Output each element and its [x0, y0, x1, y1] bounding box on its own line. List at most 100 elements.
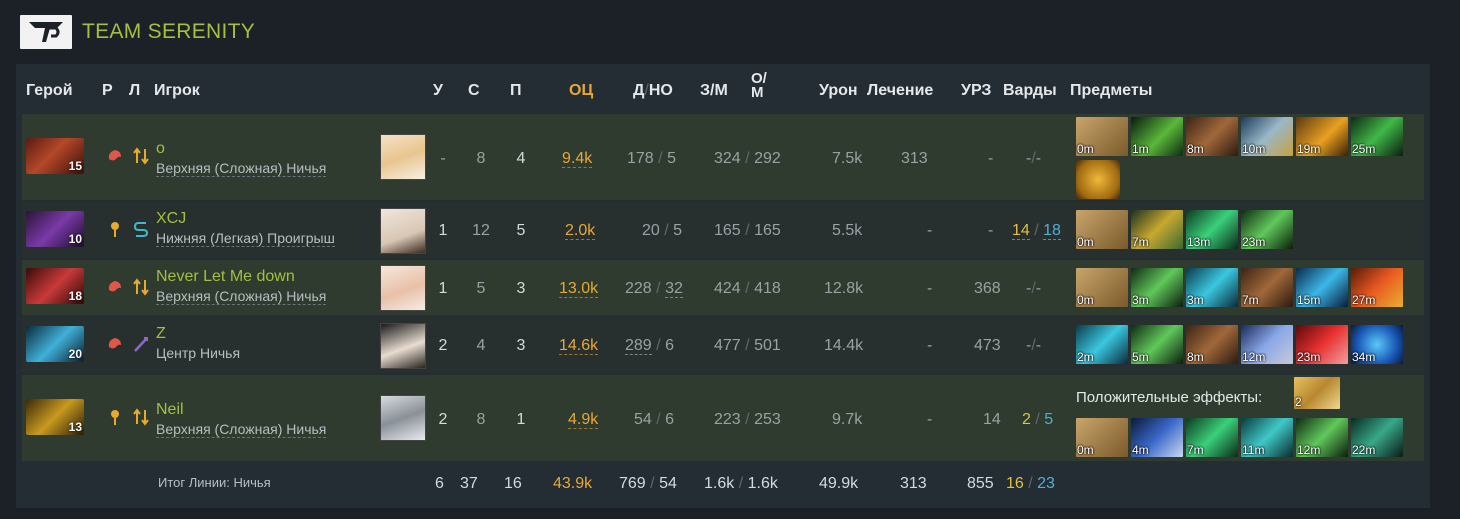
item-staff-icon[interactable]: 25m — [1351, 117, 1403, 156]
player-avatar[interactable] — [380, 323, 426, 369]
item-tp-scroll-icon[interactable]: 0m — [1076, 418, 1128, 457]
totals-kills: 6 — [435, 475, 444, 492]
header-kills[interactable]: У — [433, 82, 443, 99]
lane-swap-icon — [133, 408, 149, 426]
assists-value: 3 — [516, 337, 526, 354]
player-name[interactable]: Never Let Me down — [156, 268, 295, 285]
item-radiance-icon[interactable]: 27m — [1351, 268, 1403, 307]
header-items[interactable]: Предметы — [1070, 82, 1153, 99]
item-list: 0m 7m 13m 23m — [1076, 210, 1436, 253]
header-assists[interactable]: П — [510, 82, 522, 99]
team-name[interactable]: TEAM SERENITY — [82, 20, 256, 43]
item-boots-icon[interactable]: 7m — [1241, 268, 1293, 307]
item-tango-icon[interactable]: 13m — [1186, 210, 1238, 249]
score-value[interactable]: 13.0k — [559, 280, 599, 298]
item-force-staff-icon[interactable]: 11m — [1241, 418, 1293, 457]
hero-level: 10 — [68, 232, 82, 246]
player-row: 20 Z Центр Ничья 2 4 3 14.6k 289 / 6 477… — [22, 317, 1424, 373]
item-orb-icon[interactable]: 15m — [1296, 268, 1348, 307]
score-value[interactable]: 2.0k — [565, 222, 596, 240]
item-time: 0m — [1077, 293, 1094, 307]
item-time: 10m — [1242, 142, 1266, 156]
item-bottle-icon[interactable]: 3m — [1186, 268, 1238, 307]
item-mana-potion-icon[interactable]: 4m — [1131, 418, 1183, 457]
wards-value[interactable]: 2 / 5 — [1022, 411, 1054, 428]
header-wards[interactable]: Варды — [1003, 82, 1057, 99]
item-neutral-icon[interactable] — [1076, 160, 1120, 199]
player-avatar[interactable] — [380, 265, 426, 311]
header-hero[interactable]: Герой — [26, 82, 73, 99]
player-name[interactable]: o — [156, 140, 165, 157]
hero-portrait[interactable]: 20 — [26, 326, 84, 362]
xpm-text: 501 — [754, 337, 781, 354]
assists-value: 5 — [516, 222, 526, 239]
item-wand-icon[interactable]: 23m — [1241, 210, 1293, 249]
item-time: 2m — [1077, 350, 1094, 364]
kills-value: - — [440, 150, 446, 167]
item-maelstrom-icon[interactable]: 23m — [1296, 325, 1348, 364]
score-value[interactable]: 9.4k — [562, 150, 593, 168]
item-bottle-icon[interactable]: 2m — [1076, 325, 1128, 364]
header-dn[interactable]: Д/НО — [633, 82, 673, 108]
player-lane-result: Центр Ничья — [156, 345, 241, 361]
player-avatar[interactable] — [380, 395, 426, 441]
wards-value[interactable]: 14 / 18 — [1012, 222, 1061, 240]
header-xpm[interactable]: О/М — [751, 71, 767, 100]
item-boots-icon[interactable]: 8m — [1186, 325, 1238, 364]
header-tower[interactable]: УРЗ — [961, 82, 992, 99]
totals-score: 43.9k — [553, 475, 592, 493]
item-time: 22m — [1352, 443, 1376, 457]
item-blade-icon[interactable]: 1m — [1131, 117, 1183, 156]
header-role[interactable]: Р — [102, 82, 113, 99]
item-tp-scroll-icon[interactable]: 0m — [1076, 210, 1128, 249]
item-boots-icon[interactable]: 8m — [1186, 117, 1238, 156]
totals-wards-obs: 16 — [1006, 475, 1024, 492]
header-score[interactable]: ОЦ — [569, 82, 594, 99]
lane-swap-icon — [133, 278, 149, 296]
player-avatar[interactable] — [380, 134, 426, 180]
xpm-text: 165 — [754, 222, 781, 239]
score-text: 14.6k — [559, 337, 599, 355]
wards-value: -/- — [1026, 150, 1042, 167]
wards-sen-text: 18 — [1043, 222, 1061, 240]
gpm-xpm-value: 477 / 501 — [714, 337, 781, 354]
hero-portrait[interactable]: 13 — [26, 399, 84, 435]
player-name[interactable]: Neil — [156, 401, 184, 418]
player-avatar[interactable] — [380, 208, 426, 254]
item-tp-scroll-icon[interactable]: 0m — [1076, 268, 1128, 307]
deaths-value: 5 — [476, 280, 486, 297]
buff-moon-shard-icon[interactable]: 2 — [1294, 377, 1340, 409]
kills-value: 2 — [438, 411, 448, 428]
item-dagon-icon[interactable]: 12m — [1241, 325, 1293, 364]
player-name[interactable]: XCJ — [156, 210, 187, 227]
serenity-logo-icon[interactable] — [20, 15, 72, 49]
item-tp-scroll-icon[interactable]: 0m — [1076, 117, 1128, 156]
header-gpm[interactable]: З/М — [700, 82, 728, 99]
hero-portrait[interactable]: 18 — [26, 268, 84, 304]
assists-value: 3 — [516, 280, 526, 297]
score-value[interactable]: 14.6k — [559, 337, 599, 355]
wards-obs-text: 14 — [1012, 222, 1030, 240]
hero-portrait[interactable]: 10 — [26, 211, 84, 247]
wards-value: -/- — [1026, 337, 1042, 354]
header-deaths[interactable]: С — [468, 82, 480, 99]
item-gloves-icon[interactable]: 19m — [1296, 117, 1348, 156]
header-lane[interactable]: Л — [129, 82, 141, 99]
item-aether-icon[interactable]: 34m — [1351, 325, 1403, 364]
deaths-value: 4 — [476, 337, 486, 354]
header-damage[interactable]: Урон — [819, 82, 858, 99]
item-mask-icon[interactable]: 10m — [1241, 117, 1293, 156]
item-glimmer-icon[interactable]: 22m — [1351, 418, 1403, 457]
lh-text: 228 — [625, 280, 652, 297]
item-tango-icon[interactable]: 7m — [1186, 418, 1238, 457]
player-name[interactable]: Z — [156, 325, 166, 342]
score-value[interactable]: 4.9k — [568, 411, 599, 429]
item-wand-icon[interactable]: 12m — [1296, 418, 1348, 457]
item-wand-icon[interactable]: 5m — [1131, 325, 1183, 364]
header-heal[interactable]: Лечение — [867, 82, 934, 99]
item-ward-icon[interactable]: 7m — [1131, 210, 1183, 249]
hero-portrait[interactable]: 15 — [26, 138, 84, 174]
header-player[interactable]: Игрок — [154, 82, 200, 99]
item-wand-icon[interactable]: 3m — [1131, 268, 1183, 307]
item-time: 1m — [1132, 142, 1149, 156]
